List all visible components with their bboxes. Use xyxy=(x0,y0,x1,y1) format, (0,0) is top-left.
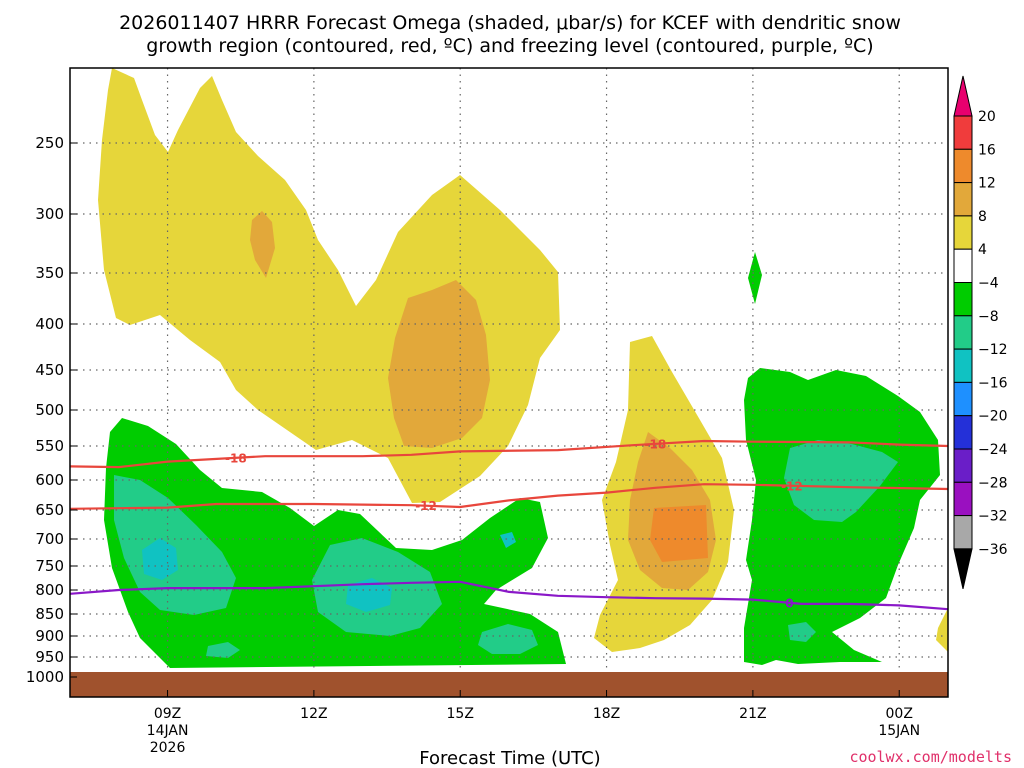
omega-region-strong-sinking-spot1 xyxy=(142,538,178,580)
x-tick-label-15Z: 15Z xyxy=(447,706,474,722)
temperature-contours: -18 -18 -12 -12 0 xyxy=(69,437,949,611)
dgz-bottom-contour-label-1: -12 xyxy=(781,479,803,493)
colorbar-label-6: −8 xyxy=(978,309,999,325)
omega-region-moderate-sinking-evening xyxy=(784,440,898,522)
colorbar-segment-6 xyxy=(953,315,973,350)
x-tick-label-21Z: 21Z xyxy=(739,706,766,722)
colorbar-segment-0 xyxy=(953,115,973,150)
y-tick-label-850: 850 xyxy=(35,605,64,623)
colorbar-segment-top xyxy=(953,75,973,117)
colorbar-segment-10 xyxy=(953,448,973,483)
dgz-bottom-contour xyxy=(69,483,949,510)
colorbar-label-1: 16 xyxy=(978,142,996,158)
colorbar-label-12: −32 xyxy=(978,509,1008,525)
omega-region-strong-sinking-spot2 xyxy=(346,578,392,612)
omega-region-strong-sinking-spot3 xyxy=(500,532,516,548)
x-tick-year-09Z: 2026 xyxy=(150,740,186,756)
y-tick-label-300: 300 xyxy=(35,205,64,223)
colorbar-segment-4 xyxy=(953,248,973,283)
omega-region-moderate-sinking-small2 xyxy=(206,642,240,658)
x-tick-label-12Z: 12Z xyxy=(300,706,327,722)
y-tick-label-600: 600 xyxy=(35,471,64,489)
y-tick-label-450: 450 xyxy=(35,361,64,379)
credit-text: coolwx.com/modelts xyxy=(849,748,1012,766)
x-tick-label-00Z: 00Z xyxy=(886,706,913,722)
y-tick-label-350: 350 xyxy=(35,264,64,282)
omega-shading xyxy=(98,68,948,668)
omega-region-moderate-sinking-small1 xyxy=(478,624,538,654)
x-tick-label-18Z: 18Z xyxy=(593,706,620,722)
y-axis: 250 300 350 400 450 500 550 600 650 700 750 800 850 9… xyxy=(26,134,77,686)
colorbar-segment-7 xyxy=(953,348,973,383)
dgz-top-contour xyxy=(69,439,949,469)
colorbar-segment-1 xyxy=(953,148,973,184)
y-tick-label-650: 650 xyxy=(35,501,64,519)
colorbar: 20 16 12 8 4 −4 −8 −12 −16 −20 −24 −28 −32 −36 xyxy=(953,75,1008,590)
omega-region-moderate-sinking-lower-evening xyxy=(788,622,816,642)
y-tick-label-750: 750 xyxy=(35,557,64,575)
omega-region-moderate-rising-mid xyxy=(388,280,490,448)
colorbar-segment-12 xyxy=(953,515,973,550)
colorbar-segment-11 xyxy=(953,481,973,517)
y-tick-label-1000: 1000 xyxy=(26,668,64,686)
x-tick-label-09Z: 09Z xyxy=(154,706,181,722)
dgz-top-contour-label-1: -18 xyxy=(644,437,666,451)
dgz-top-contour-label-0: -18 xyxy=(225,451,247,465)
y-tick-label-500: 500 xyxy=(35,401,64,419)
colorbar-label-0: 20 xyxy=(978,109,996,125)
y-tick-label-250: 250 xyxy=(35,134,64,152)
colorbar-label-10: −24 xyxy=(978,442,1008,458)
omega-region-moderate-sinking-low xyxy=(114,475,236,615)
colorbar-segment-3 xyxy=(953,215,973,250)
colorbar-label-11: −28 xyxy=(978,475,1008,491)
colorbar-label-8: −16 xyxy=(978,375,1008,391)
colorbar-segment-2 xyxy=(953,182,973,217)
x-axis-title: Forecast Time (UTC) xyxy=(419,748,600,768)
omega-region-weak-rising-edge xyxy=(936,608,948,652)
colorbar-label-2: 12 xyxy=(978,176,996,192)
colorbar-segment-5 xyxy=(953,282,973,317)
dgz-bottom-contour-label-0: -12 xyxy=(415,499,437,513)
omega-region-strong-rising-afternoon xyxy=(650,505,708,562)
colorbar-label-13: −36 xyxy=(978,542,1008,558)
colorbar-segment-bottom xyxy=(953,548,973,590)
ground-surface-band xyxy=(70,672,948,697)
y-tick-label-800: 800 xyxy=(35,581,64,599)
colorbar-label-5: −4 xyxy=(978,276,999,292)
omega-region-moderate-rising-small xyxy=(250,211,275,278)
plot-frame xyxy=(69,67,949,698)
colorbar-label-4: 4 xyxy=(978,242,987,258)
freezing-level-contour-label-0: 0 xyxy=(785,596,793,610)
y-tick-label-900: 900 xyxy=(35,627,64,645)
chart-title-line1: 2026011407 HRRR Forecast Omega (shaded, … xyxy=(119,12,901,34)
colorbar-segment-8 xyxy=(953,381,973,417)
x-tick-date-09Z: 14JAN xyxy=(147,723,189,739)
chart-title-line2: growth region (contoured, red, ºC) and f… xyxy=(146,35,873,57)
x-tick-date-00Z: 15JAN xyxy=(878,723,920,739)
colorbar-label-7: −12 xyxy=(978,342,1008,358)
y-tick-label-550: 550 xyxy=(35,437,64,455)
colorbar-label-3: 8 xyxy=(978,209,987,225)
omega-region-weak-sinking-diamond xyxy=(748,252,762,304)
colorbar-label-9: −20 xyxy=(978,409,1008,425)
y-tick-label-700: 700 xyxy=(35,530,64,548)
colorbar-segment-9 xyxy=(953,415,973,450)
freezing-level-contour xyxy=(69,580,949,611)
y-tick-label-950: 950 xyxy=(35,648,64,666)
y-tick-label-400: 400 xyxy=(35,315,64,333)
